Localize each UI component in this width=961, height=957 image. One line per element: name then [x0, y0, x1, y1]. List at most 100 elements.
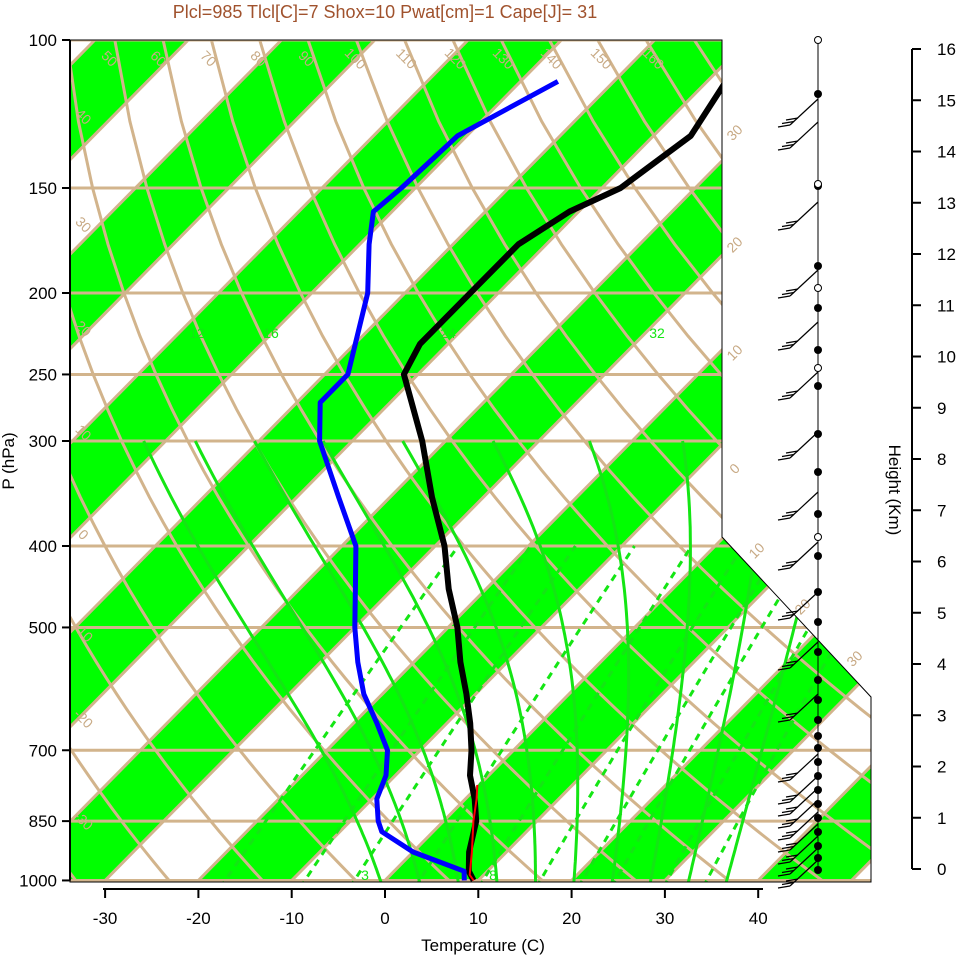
mixing-ratio-label: 3 [361, 867, 369, 883]
wind-barb [777, 541, 819, 571]
x-tick-label: -10 [279, 909, 304, 928]
wind-barb [777, 787, 819, 817]
moist-adiabat-label: 12 [189, 325, 205, 341]
isotherm-line [70, 40, 656, 882]
wind-profile [777, 36, 822, 889]
x-axis-label: Temperature (C) [421, 936, 545, 955]
height-tick-label: 9 [937, 399, 946, 418]
height-tick-label: 15 [937, 91, 956, 110]
y-tick-label: 850 [29, 812, 57, 831]
wind-barb [777, 859, 819, 889]
x-tick-label: 20 [562, 909, 581, 928]
mixing-ratio-line [407, 545, 636, 882]
isotherm-line [646, 40, 871, 882]
y-tick-label: 500 [29, 618, 57, 637]
wind-level-marker [814, 648, 822, 656]
mixing-ratio-line [341, 545, 577, 882]
isotherm-line [70, 40, 470, 882]
y-tick-label: 250 [29, 365, 57, 384]
height-tick-label: 7 [937, 501, 946, 520]
wind-level-marker [814, 828, 822, 836]
isotherm-label: 30 [723, 121, 745, 143]
dry-adiabat [258, 40, 871, 882]
wind-level-marker [814, 758, 822, 766]
x-tick-label: 0 [380, 909, 389, 928]
height-tick-label: 12 [937, 245, 956, 264]
height-tick-label: 13 [937, 194, 956, 213]
isotherm-line [70, 40, 376, 882]
dry-adiabat [209, 40, 848, 882]
mixing-ratio-line [471, 545, 693, 882]
moist-adiabat-label: 16 [263, 325, 279, 341]
wind-level-open-marker [814, 284, 822, 292]
dry-adiabat [451, 40, 871, 882]
height-tick-label: 10 [937, 348, 956, 367]
y-tick-label: 1000 [19, 871, 57, 890]
chart-title: Plcl=985 Tlcl[C]=7 Shox=10 Pwat[cm]=1 Ca… [173, 2, 597, 22]
pressure-axis: 100 150 200 250 300 400 500 700 850 1000 [19, 31, 71, 890]
moist-adiabat-label: 24 [440, 325, 456, 341]
wind-level-marker [814, 744, 822, 752]
wind-barb [777, 591, 819, 621]
y-axis-label: P (hPa) [0, 432, 18, 489]
wind-level-marker [814, 90, 822, 98]
x-tick-label: 30 [655, 909, 674, 928]
height-tick-label: 3 [937, 706, 946, 725]
y-tick-label: 150 [29, 179, 57, 198]
parcel-profile [468, 784, 479, 881]
wind-level-marker [814, 468, 822, 476]
mixing-ratio-line [528, 545, 745, 882]
height-tick-label: 4 [937, 655, 946, 674]
wind-level-marker [814, 382, 822, 390]
dry-adiabat [70, 40, 280, 882]
wind-level-marker [814, 842, 822, 850]
isotherm-band [70, 40, 871, 882]
isotherm-line [459, 40, 871, 882]
wind-barb [777, 835, 819, 865]
height-tick-label: 1 [937, 809, 946, 828]
isotherm-band [70, 40, 562, 882]
mixing-ratio-labels: 12 16 24 32 3 8 [189, 325, 665, 883]
isotherm-band [180, 40, 871, 882]
dry-adiabat [70, 40, 564, 882]
plot-border [69, 39, 872, 883]
dry-adiabat [70, 40, 375, 882]
moist-adiabat [491, 440, 580, 882]
x-tick-label: 10 [469, 909, 488, 928]
wind-barb [777, 775, 819, 805]
isotherm-label: 20 [723, 233, 745, 255]
isotherm-line [552, 40, 871, 882]
wind-barb [777, 431, 819, 461]
mixing-ratio-line [656, 545, 858, 882]
wind-barb [777, 321, 819, 351]
height-tick-label: 11 [937, 296, 955, 315]
wind-level-marker [814, 304, 822, 312]
wind-level-open-marker [814, 180, 822, 188]
isotherm-label: 30 [843, 647, 865, 669]
dry-adiabat [113, 40, 659, 882]
isotherm-line [70, 40, 563, 882]
moist-adiabat-label: 32 [649, 325, 665, 341]
wind-level-marker [814, 676, 822, 684]
wind-barb [777, 693, 819, 723]
wind-barb [777, 753, 819, 783]
wind-level-marker [814, 510, 822, 518]
wind-barb [777, 98, 819, 128]
isotherm-label: 10 [723, 341, 745, 363]
wind-level-marker [814, 854, 822, 862]
mixing-ratio-line [604, 545, 812, 882]
sounding-profiles [317, 79, 729, 882]
wind-level-open-marker [814, 533, 822, 541]
wind-barb [777, 269, 819, 299]
wind-barb [777, 811, 819, 841]
moist-adiabat [401, 440, 537, 882]
height-axis-label: Height (Km) [885, 445, 904, 536]
wind-level-marker [814, 696, 822, 704]
isotherm-band [70, 40, 375, 882]
wind-barb [777, 823, 819, 853]
wind-level-marker [814, 786, 822, 794]
height-tick-label: 16 [937, 40, 956, 59]
isotherm-line [273, 40, 871, 882]
height-tick-label: 0 [937, 860, 946, 879]
